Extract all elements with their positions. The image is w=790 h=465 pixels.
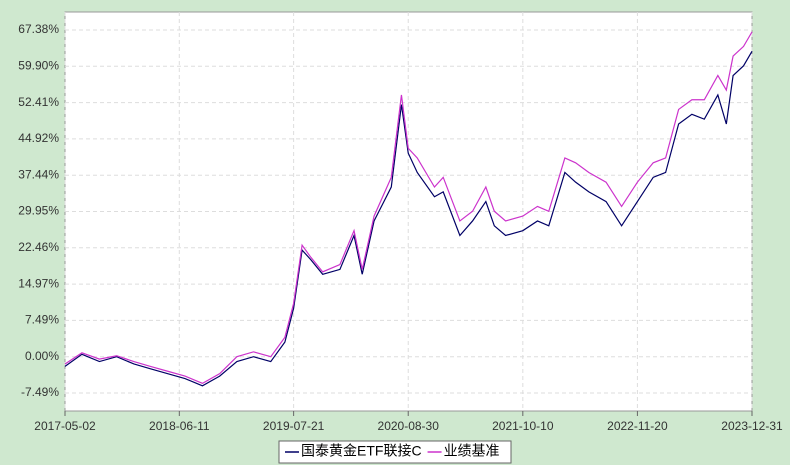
x-tick-label: 2017-05-02: [34, 419, 96, 433]
series-line: [64, 31, 753, 385]
x-tick-label: 2018-06-11: [149, 419, 210, 433]
legend-label: 业绩基准: [444, 443, 500, 459]
y-tick-label: 37.44%: [18, 167, 59, 181]
y-tick-label: 29.95%: [18, 204, 59, 218]
y-tick-label: 0.00%: [25, 349, 59, 363]
x-tick-label: 2021-10-10: [492, 419, 554, 433]
y-tick-label: 52.41%: [18, 95, 59, 109]
y-tick-label: 44.92%: [18, 131, 59, 145]
y-tick-label: 59.90%: [18, 58, 59, 72]
x-tick-label: 2023-12-31: [721, 419, 783, 433]
y-tick-label: -7.49%: [21, 385, 59, 399]
y-tick-label: 14.97%: [18, 276, 59, 290]
y-tick-label: 22.46%: [18, 240, 59, 254]
legend-label: 国泰黄金ETF联接C: [301, 443, 422, 459]
x-tick-label: 2020-08-30: [378, 419, 440, 433]
series-line: [64, 50, 753, 387]
x-tick-label: 2019-07-21: [263, 419, 325, 433]
x-tick-label: 2022-11-20: [607, 419, 668, 433]
legend-box: [278, 440, 512, 464]
y-tick-label: 7.49%: [25, 313, 59, 327]
y-tick-label: 67.38%: [18, 22, 59, 36]
